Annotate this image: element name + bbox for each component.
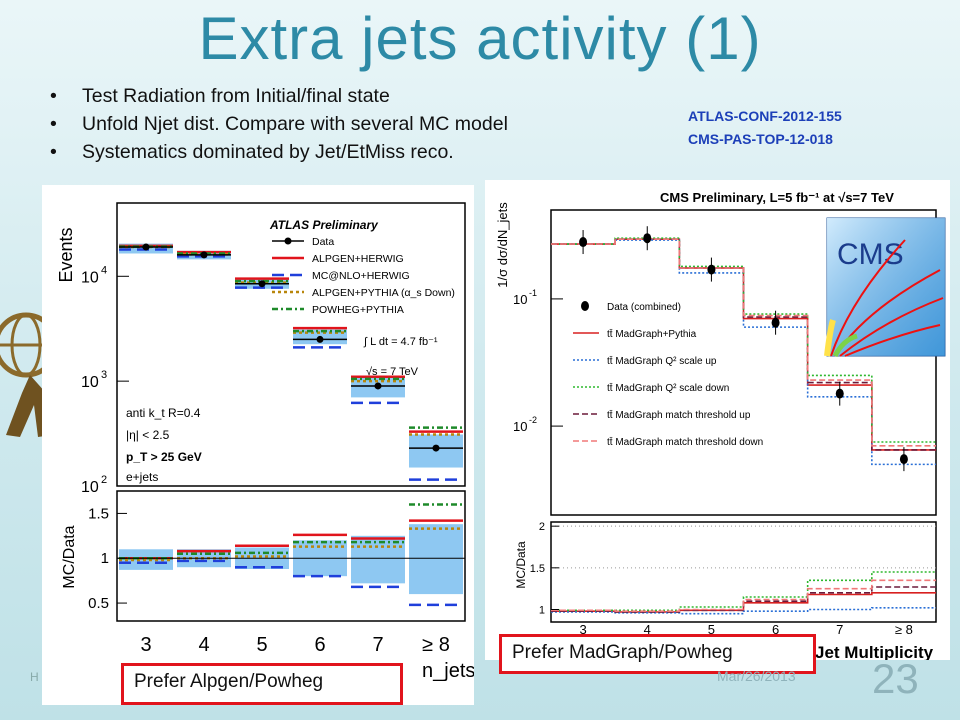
cms-legend-label: tt̄ MadGraph+Pythia [607,328,697,340]
atlas-data-point [374,382,382,390]
atlas-xtick-label: 5 [256,634,267,656]
atlas-ytick-exponent: 2 [101,474,107,486]
atlas-xtick-label: 4 [198,634,209,656]
atlas-ylabel: Events [56,227,76,282]
cms-xtick-label: 5 [708,622,715,637]
atlas-ytick-label: 10 [81,269,99,286]
atlas-legend-label: ALPGEN+PYTHIA (α_s Down) [312,287,455,299]
cms-legend-label: tt̄ MadGraph Q² scale up [607,355,717,367]
atlas-ratio-ytick-label: 1 [101,550,109,567]
cms-xtick-label: 7 [836,622,843,637]
cms-chart-panel: CMS Preliminary, L=5 fb⁻¹ at √s=7 TeV 10… [485,180,950,662]
atlas-ytick-label: 10 [81,374,99,391]
atlas-data-point [200,251,208,259]
atlas-xtick-label: ≥ 8 [422,634,450,656]
cms-xtick-label: 6 [772,622,779,637]
cms-logo-text: CMS [837,238,904,271]
atlas-xtick-label: 3 [140,634,151,656]
cms-ratio-histogram [551,579,936,612]
bullet-list: Test Radiation from Initial/final state … [50,82,508,166]
footer-date: Mar/26/2013 [717,668,796,684]
cms-legend-label: tt̄ MadGraph match threshold up [607,409,751,421]
reference-list: ATLAS-CONF-2012-155 CMS-PAS-TOP-12-018 [688,105,842,151]
reference-cms: CMS-PAS-TOP-12-018 [688,131,833,147]
cms-data-point [707,264,716,275]
cms-ratio-ytick-label: 1 [539,605,545,617]
cms-data-point [643,233,652,244]
cms-ratio-ytick-label: 1.5 [530,563,545,575]
atlas-data-point [432,444,440,452]
cms-data-point [835,388,844,399]
atlas-xtick-label: 6 [314,634,325,656]
prefer-madgraph-callout: Prefer MadGraph/Powheg [499,634,816,674]
atlas-chart-panel: 10 2 10 3 10 4 0.5 1 1.5 3 4 5 6 7 ≥ 8 Events MC/Data … [42,185,475,705]
bullet-item: Test Radiation from Initial/final state [50,82,508,110]
atlas-ratio-ytick-label: 0.5 [88,595,109,612]
cms-ratio-histogram [551,571,936,612]
cms-xlabel: Jet Multiplicity [815,643,934,660]
cms-title: CMS Preliminary, L=5 fb⁻¹ at √s=7 TeV [660,190,894,205]
atlas-legend-label: MC@NLO+HERWIG [312,270,410,282]
footer-text: H [30,670,39,684]
atlas-annotation-pt: p_T > 25 GeV [126,450,202,464]
cms-data-point [899,454,908,465]
cms-jet-multiplicity-chart: CMS Preliminary, L=5 fb⁻¹ at √s=7 TeV 10… [495,190,946,662]
atlas-data-point [316,335,324,343]
atlas-data-point [142,243,150,251]
cms-mc-histogram [551,237,936,443]
cms-data-point [771,317,780,328]
atlas-legend-marker [284,237,292,245]
atlas-ratio-ylabel: MC/Data [61,525,78,588]
cms-legend-marker [581,301,589,311]
atlas-ytick-exponent: 4 [101,264,107,276]
atlas-legend-title: ATLAS Preliminary [269,218,379,232]
bullet-item: Systematics dominated by Jet/EtMiss reco… [50,138,508,166]
reference-atlas: ATLAS-CONF-2012-155 [688,108,842,124]
atlas-legend-label: ALPGEN+HERWIG [312,253,404,265]
cms-xtick-label: 3 [579,622,586,637]
cms-ratio-frame [550,521,937,623]
cms-ytick-exponent: -2 [529,415,537,425]
atlas-ytick-label: 10 [81,479,99,496]
cms-ytick-label: 10 [513,419,527,434]
atlas-annotation-channel: e+jets [126,470,158,484]
cms-ratio-ytick-label: 2 [539,521,545,533]
cms-xtick-label: 4 [644,622,651,637]
cms-legend-label: tt̄ MadGraph Q² scale down [607,382,729,394]
atlas-legend-label: POWHEG+PYTHIA [312,304,404,316]
atlas-data-point [258,280,266,288]
atlas-annotation-lumi: ∫ L dt = 4.7 fb⁻¹ [363,336,438,348]
cms-ylabel: 1/σ dσ/dN_jets [495,202,510,288]
atlas-main-frame [116,202,466,487]
atlas-xlabel: n_jets [422,660,474,682]
atlas-ratio-band [351,535,405,584]
atlas-annotation-jetalgo: anti k_t R=0.4 [126,406,201,420]
cms-data-point [579,237,588,248]
cms-mc-histogram [551,238,936,447]
cms-ytick-label: 10 [513,292,527,307]
atlas-annotation-energy: √s = 7 TeV [366,366,419,378]
atlas-ratio-frame [116,490,466,622]
atlas-ratio-ytick-label: 1.5 [88,505,109,522]
atlas-annotation-eta: |η| < 2.5 [126,428,170,442]
cms-legend-label: tt̄ MadGraph match threshold down [607,436,763,448]
bullet-item: Unfold Njet dist. Compare with several M… [50,110,508,138]
atlas-xtick-label: 7 [372,634,383,656]
slide-title: Extra jets activity (1) [198,5,762,72]
cms-ratio-ylabel: MC/Data [514,541,528,589]
cms-ytick-exponent: -1 [529,288,537,298]
cms-xtick-label: ≥ 8 [895,622,913,637]
atlas-ratio-band [409,524,463,595]
cms-logo: CMS [824,217,946,358]
page-number: 23 [872,655,919,702]
atlas-legend-label: Data [312,236,334,248]
cms-main-frame [550,209,937,516]
cms-legend-label: Data (combined) [607,302,681,313]
atlas-ytick-exponent: 3 [101,369,107,381]
prefer-alpgen-callout: Prefer Alpgen/Powheg [121,663,403,705]
